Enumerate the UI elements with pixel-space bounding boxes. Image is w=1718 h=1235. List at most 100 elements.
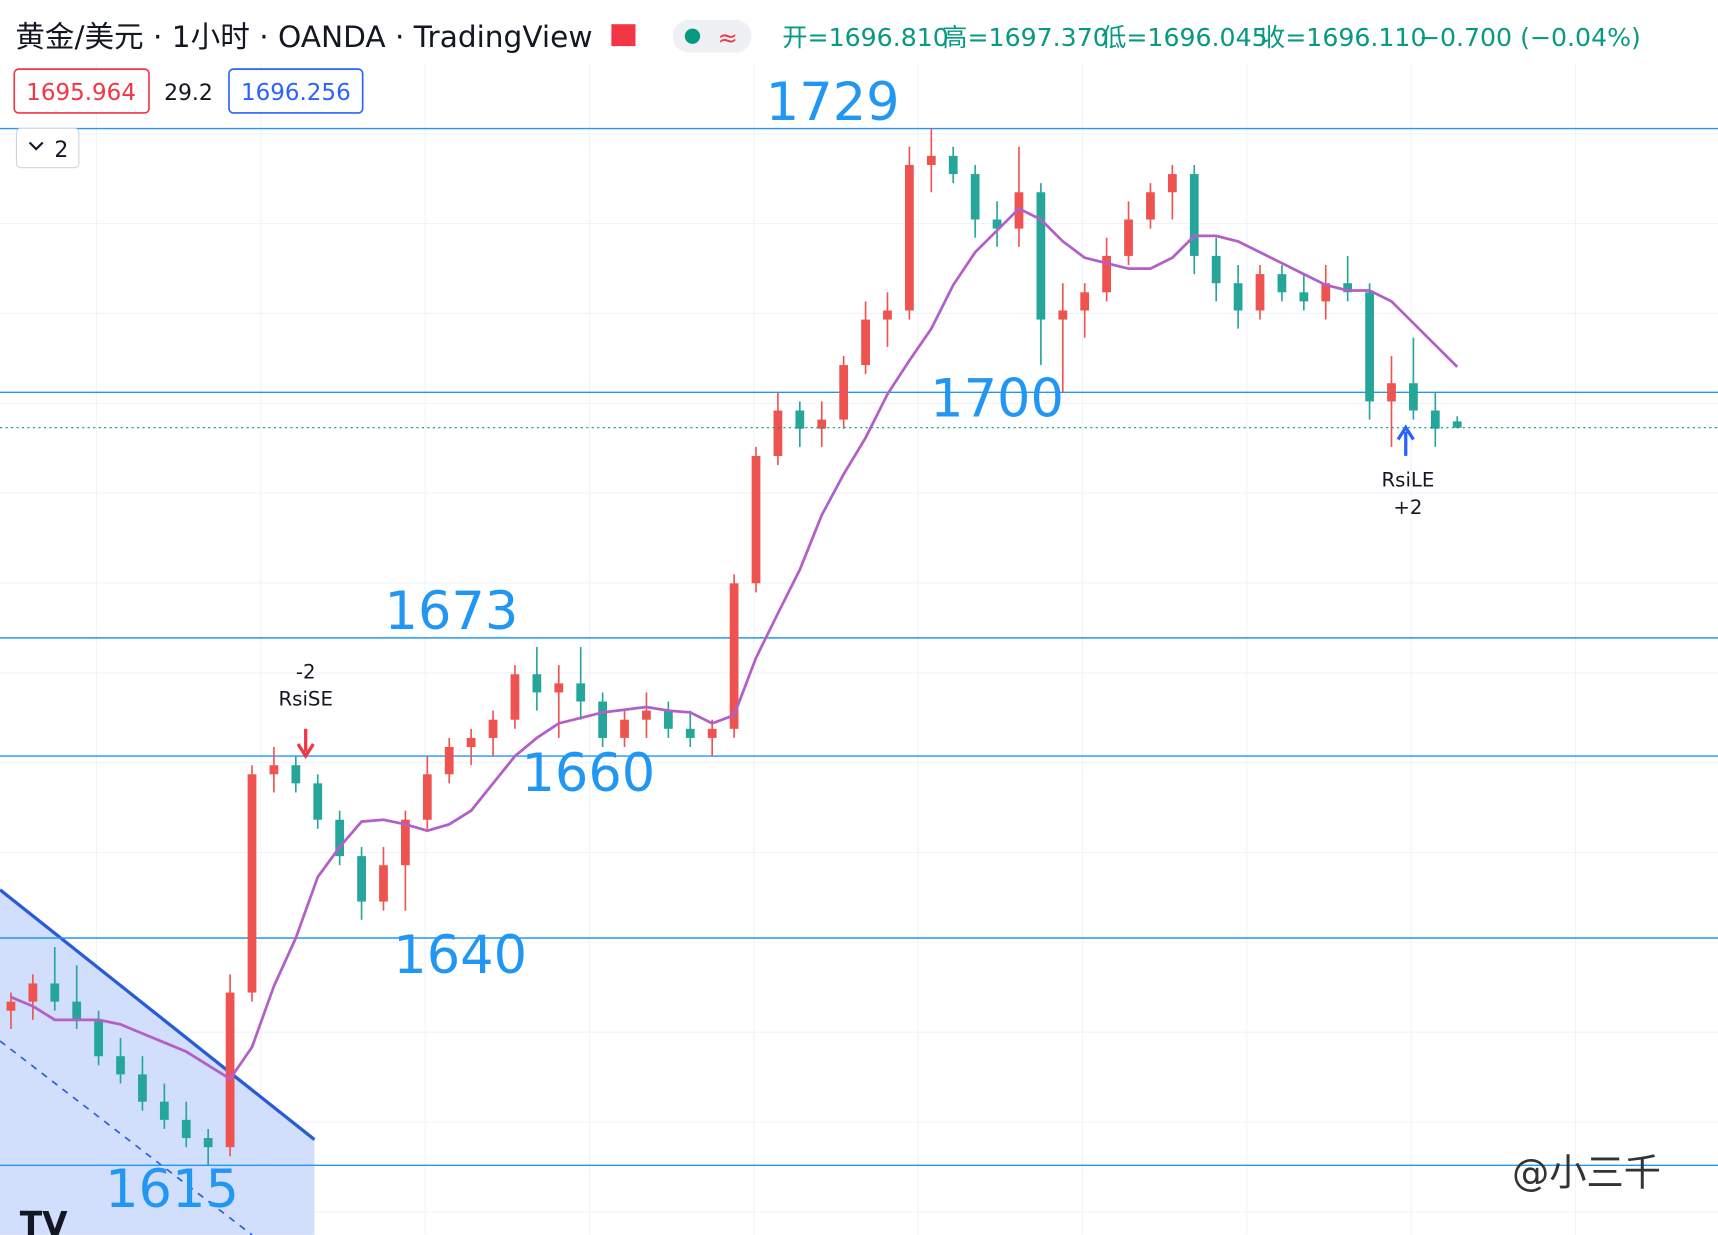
- candle-body: [839, 365, 849, 420]
- channel-fill: [0, 889, 315, 1235]
- candle-body: [1146, 192, 1155, 220]
- candle-body: [663, 710, 673, 729]
- candle-body: [466, 737, 476, 748]
- header-bg: [0, 0, 1718, 64]
- candle-body: [685, 728, 695, 738]
- candle-body: [116, 1056, 125, 1075]
- bid-badge[interactable]: [13, 68, 150, 114]
- candle-body: [751, 455, 761, 584]
- candle-body: [620, 719, 629, 738]
- candle-body: [444, 747, 454, 775]
- candle-body: [401, 819, 410, 866]
- signal-label: -2: [296, 660, 316, 683]
- status-dot: [684, 28, 701, 44]
- candle-body: [1167, 174, 1177, 193]
- level-label: 1615: [105, 1159, 239, 1220]
- candle-body: [1255, 274, 1265, 311]
- short-arrow: [296, 728, 315, 760]
- candle-body: [138, 1074, 147, 1102]
- candle-body: [992, 219, 1002, 229]
- status-pill[interactable]: [672, 19, 752, 53]
- candle-body: [6, 1001, 16, 1011]
- candle-body: [247, 774, 257, 993]
- candle-body: [948, 155, 958, 175]
- candle-body: [225, 992, 235, 1148]
- candle-body: [1343, 283, 1353, 293]
- candle-body: [94, 1019, 103, 1057]
- candle-body: [510, 674, 520, 720]
- candle-body: [1452, 421, 1462, 428]
- candle-body: [773, 410, 783, 456]
- spread: 29.2: [164, 81, 213, 106]
- ohlc-close: 收=1696.110: [1260, 23, 1426, 52]
- candle-body: [576, 683, 586, 702]
- candle-body: [269, 765, 279, 775]
- candle-body: [159, 1101, 169, 1120]
- candle-body: [357, 856, 366, 902]
- candle-body: [1409, 383, 1418, 411]
- candle-body: [181, 1119, 191, 1139]
- candle-body: [203, 1138, 213, 1148]
- channel-line: [0, 888, 316, 1141]
- level-label: 1729: [766, 72, 900, 133]
- candle-body: [1277, 274, 1287, 293]
- candle-body: [642, 710, 651, 720]
- candle-body: [729, 583, 739, 729]
- candle-body: [1080, 292, 1090, 311]
- candle-body: [1211, 255, 1221, 284]
- candle-body: [970, 174, 980, 220]
- candle-body: [598, 701, 607, 738]
- candle-body: [1124, 219, 1133, 256]
- candle-body: [554, 683, 564, 693]
- level-label: 1640: [393, 925, 527, 986]
- signal-name: +2: [1393, 496, 1422, 519]
- flag-icon[interactable]: [611, 24, 636, 47]
- symbol: 黄金/美元 · 1小时 · OANDA · TradingView: [15, 20, 592, 54]
- candle-body: [1233, 283, 1243, 311]
- signal-label: RsiLE: [1381, 469, 1434, 492]
- channel-midline: [0, 1040, 253, 1235]
- long-arrow: [1396, 424, 1415, 456]
- candle-body: [532, 674, 542, 693]
- ask-price: 1696.256: [241, 80, 351, 106]
- candle-body: [926, 155, 936, 165]
- signal-name: RsiSE: [278, 688, 332, 711]
- plot: 1729 1700 1673 1660 1640 1615 -2 RsiSE RsiLE +2: [0, 72, 1718, 1220]
- candle-body: [861, 319, 870, 366]
- chevron-icon: [28, 141, 44, 151]
- candle-body: [1299, 292, 1309, 302]
- candle-body: [707, 728, 717, 738]
- level-label: 1660: [521, 743, 655, 804]
- candle-body: [488, 719, 498, 738]
- ask-badge[interactable]: [228, 68, 364, 114]
- status-approx: ≈: [718, 24, 738, 52]
- level-label: 1673: [385, 581, 519, 642]
- tv-logo: TV: [20, 1204, 68, 1235]
- candle-body: [1430, 410, 1440, 429]
- candle-body: [28, 983, 38, 1002]
- candle-body: [1102, 255, 1112, 293]
- candle-body: [72, 1001, 82, 1020]
- candle-body: [313, 783, 323, 820]
- candle-body: [883, 310, 892, 320]
- candle-body: [1321, 283, 1331, 302]
- watermark: @小三千: [1512, 1151, 1661, 1195]
- level-label: 1700: [930, 368, 1064, 429]
- ohlc-low: 低=1696.045: [1101, 23, 1267, 52]
- ma-line: [10, 206, 1459, 1081]
- candle-body: [1189, 174, 1199, 256]
- candle-body: [1036, 192, 1046, 320]
- ohlc-high: 高=1697.370: [942, 23, 1108, 52]
- candle-body: [291, 765, 301, 784]
- candle-body: [817, 419, 827, 429]
- ohlc-open: 开=1696.810: [782, 23, 948, 52]
- candle-body: [1387, 383, 1396, 402]
- ohlc-change: −0.700 (−0.04%): [1419, 23, 1641, 52]
- candle-body: [422, 774, 432, 820]
- bid-price: 1695.964: [26, 80, 136, 106]
- indicator-count: 2: [54, 138, 68, 163]
- candle-body: [1058, 310, 1068, 320]
- indicator-toggle[interactable]: [15, 127, 80, 169]
